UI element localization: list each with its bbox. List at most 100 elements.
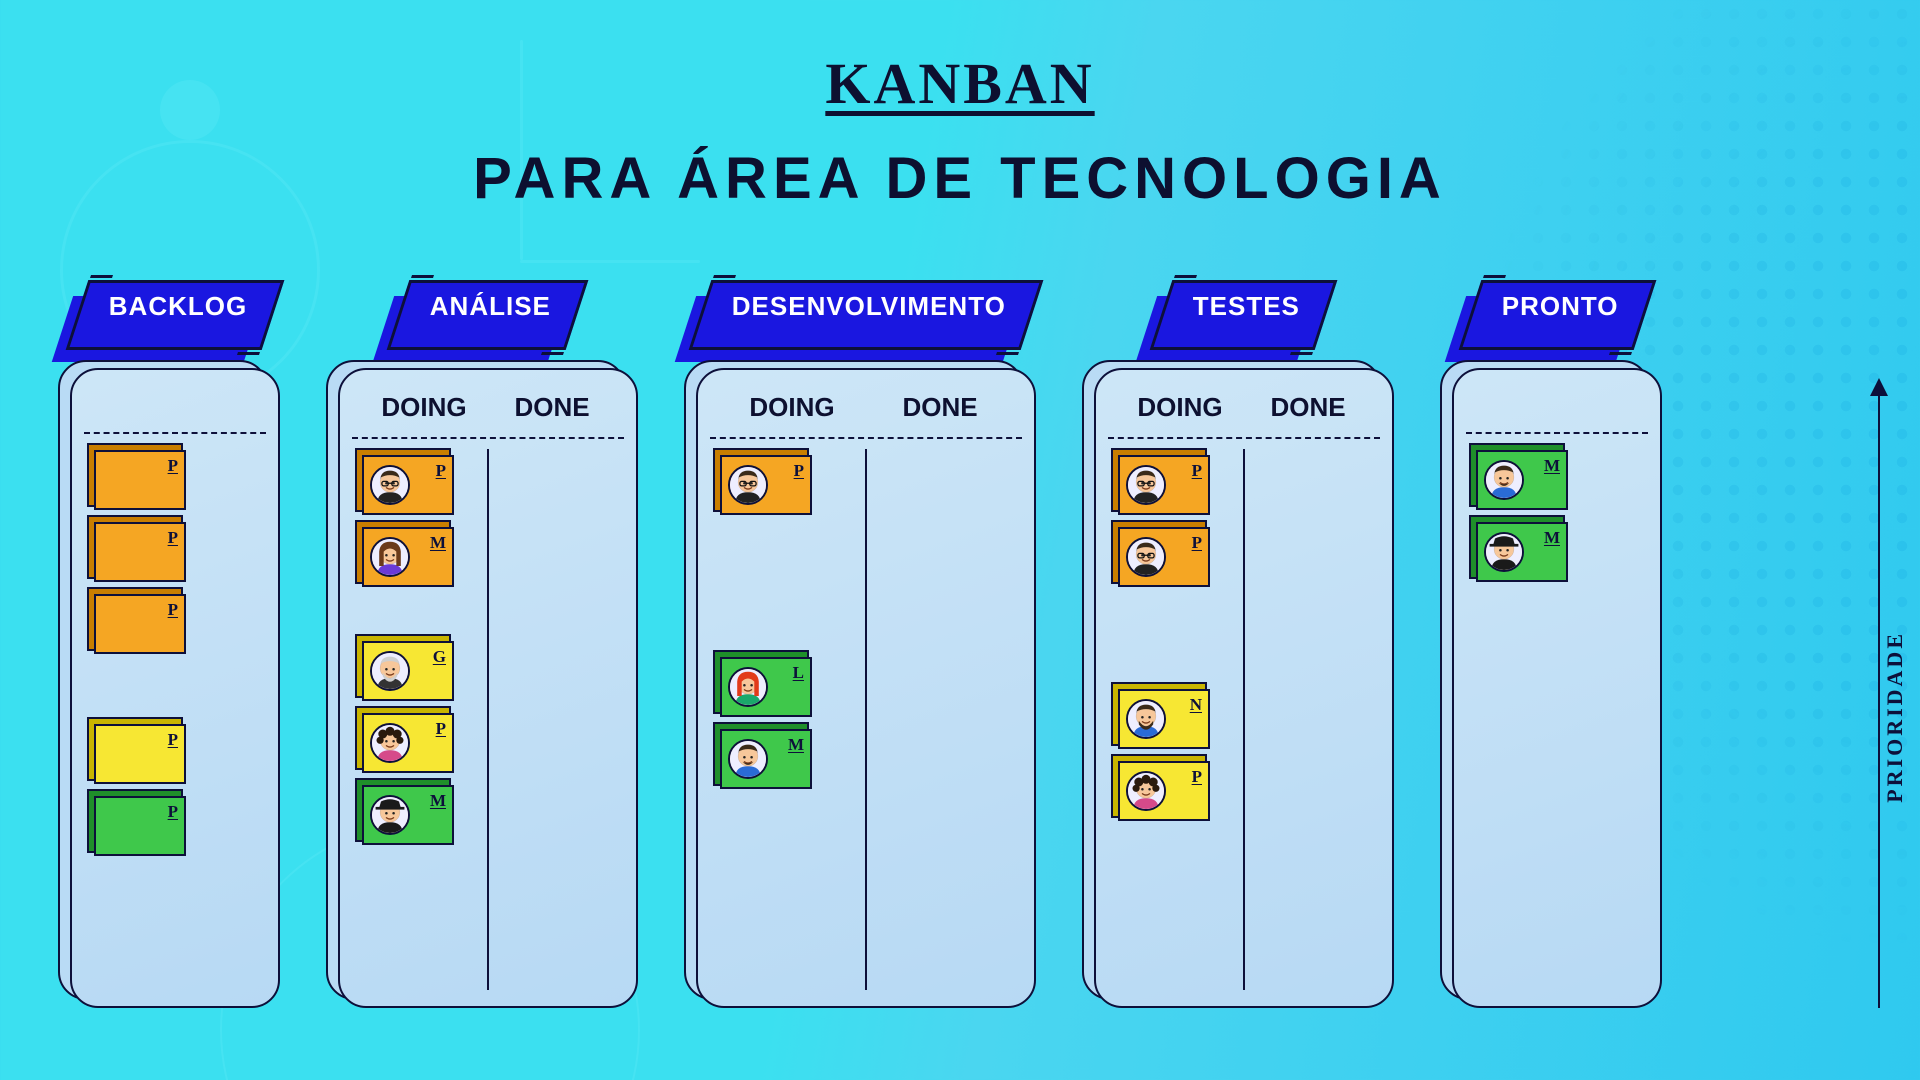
card-size-letter: M	[788, 735, 804, 755]
subheader-row: DOINGDONE	[1110, 388, 1378, 437]
column-panel-wrap: MM	[1452, 368, 1662, 1008]
column-header: TESTES	[1094, 280, 1394, 350]
subheader-row: DOINGDONE	[354, 388, 622, 437]
card-size-letter: P	[1192, 533, 1202, 553]
card-size-letter: P	[436, 461, 446, 481]
kanban-card[interactable]: P	[94, 796, 186, 856]
header: KANBAN PARA ÁREA DE TECNOLOGIA	[0, 50, 1920, 212]
lane-done[interactable]	[489, 449, 622, 990]
card-size-letter: P	[1192, 767, 1202, 787]
page-subtitle: PARA ÁREA DE TECNOLOGIA	[0, 145, 1920, 212]
lane-doing[interactable]: P P N P	[1110, 449, 1245, 990]
man-hat-avatar-icon	[370, 795, 410, 835]
kanban-card[interactable]: P	[94, 594, 186, 654]
kanban-card[interactable]: N	[1118, 689, 1210, 749]
card-size-letter: P	[1192, 461, 1202, 481]
spacer	[720, 527, 859, 645]
column-header-label: BACKLOG	[109, 291, 247, 322]
column-header: DESENVOLVIMENTO	[696, 280, 1036, 350]
lane-single[interactable]: PPPPP	[86, 444, 264, 862]
kanban-card[interactable]: P	[1118, 761, 1210, 821]
lane-single[interactable]: MM	[1468, 444, 1646, 588]
kanban-card[interactable]: M	[362, 785, 454, 845]
lane-done[interactable]	[867, 449, 1020, 990]
card-size-letter: M	[1544, 528, 1560, 548]
page-title: KANBAN	[0, 50, 1920, 117]
kanban-card[interactable]: M	[1476, 450, 1568, 510]
man-mustache-avatar-icon	[1484, 460, 1524, 500]
priority-axis: PRIORIDADE	[1878, 380, 1880, 1008]
man-glasses-avatar-icon	[1126, 537, 1166, 577]
subheader-row: DOINGDONE	[712, 388, 1020, 437]
column-backlog: BACKLOGPPPPP	[70, 280, 280, 1008]
column-header: BACKLOG	[70, 280, 280, 350]
kanban-card[interactable]: P	[362, 713, 454, 773]
subheader-done: DONE	[866, 392, 1014, 423]
divider-dashed	[710, 437, 1022, 439]
kanban-card[interactable]: G	[362, 641, 454, 701]
subheader-done: DONE	[1244, 392, 1372, 423]
lanes: P L M	[712, 449, 1020, 990]
lanes: P M G P M	[354, 449, 622, 990]
woman-red-avatar-icon	[728, 667, 768, 707]
kanban-card[interactable]: P	[720, 455, 812, 515]
lane-doing[interactable]: P L M	[712, 449, 867, 990]
divider-dashed	[1108, 437, 1380, 439]
lane-doing[interactable]: P M G P M	[354, 449, 489, 990]
man-mustache-avatar-icon	[728, 739, 768, 779]
column-panel-wrap: DOINGDONE P M G P M	[338, 368, 638, 1008]
card-size-letter: G	[433, 647, 446, 667]
man-beard-avatar-icon	[1126, 699, 1166, 739]
card-size-letter: L	[793, 663, 804, 683]
column-header-tag: PRONTO	[1458, 280, 1656, 350]
card-size-letter: P	[168, 802, 178, 822]
kanban-card[interactable]: P	[94, 450, 186, 510]
card-size-letter: P	[168, 456, 178, 476]
column-panel-wrap: PPPPP	[70, 368, 280, 1008]
kanban-board: BACKLOGPPPPPANÁLISEDOINGDONEPMGPMDESENVO…	[70, 280, 1810, 1020]
column-panel: DOINGDONE P L M	[696, 368, 1036, 1008]
kanban-card[interactable]: M	[1476, 522, 1568, 582]
column-header-label: DESENVOLVIMENTO	[732, 291, 1006, 322]
kanban-card[interactable]: M	[362, 527, 454, 587]
kanban-card[interactable]: M	[720, 729, 812, 789]
column-header: ANÁLISE	[338, 280, 638, 350]
man-glasses-avatar-icon	[1126, 465, 1166, 505]
woman-curly-avatar-icon	[1126, 771, 1166, 811]
divider-dashed	[1466, 432, 1648, 434]
column-header-label: TESTES	[1193, 291, 1300, 322]
kanban-card[interactable]: P	[1118, 455, 1210, 515]
spacer	[94, 666, 256, 712]
subheader-doing: DOING	[1116, 392, 1244, 423]
column-panel: MM	[1452, 368, 1662, 1008]
man-hat-avatar-icon	[1484, 532, 1524, 572]
column-header-tag: TESTES	[1150, 280, 1338, 350]
column-panel: PPPPP	[70, 368, 280, 1008]
kanban-card[interactable]: L	[720, 657, 812, 717]
column-header: PRONTO	[1452, 280, 1662, 350]
card-size-letter: P	[168, 730, 178, 750]
column-header-tag: BACKLOG	[65, 280, 284, 350]
column-testes: TESTES DOINGDONE P P N P	[1094, 280, 1394, 1008]
woman-brown-avatar-icon	[370, 537, 410, 577]
woman-curly-avatar-icon	[370, 723, 410, 763]
card-size-letter: P	[436, 719, 446, 739]
kanban-card[interactable]: P	[94, 724, 186, 784]
card-size-letter: P	[794, 461, 804, 481]
spacer	[362, 599, 481, 629]
priority-label: PRIORIDADE	[1882, 631, 1908, 803]
subheader-doing: DOING	[360, 392, 488, 423]
card-size-letter: M	[430, 533, 446, 553]
column-header-tag: DESENVOLVIMENTO	[689, 280, 1044, 350]
column-panel: DOINGDONE P M G P M	[338, 368, 638, 1008]
card-size-letter: N	[1190, 695, 1202, 715]
column-pronto: PRONTO MM	[1452, 280, 1662, 1008]
card-size-letter: M	[430, 791, 446, 811]
lane-done[interactable]	[1245, 449, 1378, 990]
kanban-card[interactable]: P	[1118, 527, 1210, 587]
subheader-done: DONE	[488, 392, 616, 423]
kanban-card[interactable]: P	[362, 455, 454, 515]
column-header-label: PRONTO	[1501, 291, 1618, 322]
column-panel-wrap: DOINGDONE P P N P	[1094, 368, 1394, 1008]
kanban-card[interactable]: P	[94, 522, 186, 582]
